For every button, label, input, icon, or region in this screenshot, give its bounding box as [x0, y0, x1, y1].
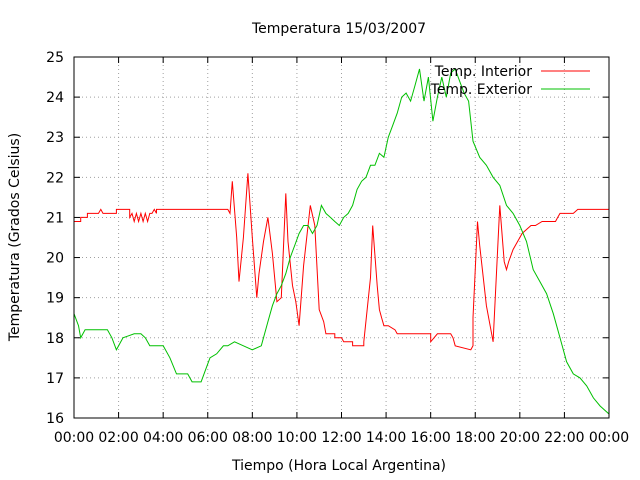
x-tick-label: 02:00	[98, 430, 138, 446]
x-tick-label: 10:00	[277, 430, 317, 446]
series-line-temp-interior	[74, 173, 609, 351]
y-tick-label: 18	[46, 331, 64, 347]
x-tick-label: 18:00	[455, 430, 495, 446]
series-line-temp-exterior	[73, 68, 610, 415]
y-tick-label: 17	[46, 371, 64, 387]
x-tick-label: 08:00	[232, 430, 272, 446]
x-tick-label: 12:00	[321, 430, 361, 446]
y-tick-label: 24	[46, 90, 64, 106]
x-tick-label: 00:00	[589, 430, 629, 446]
y-axis-label: Temperatura (Grados Celsius)	[7, 133, 23, 342]
legend-label: Temp. Exterior	[430, 82, 533, 98]
y-tick-label: 16	[46, 411, 64, 427]
x-tick-label: 20:00	[500, 430, 540, 446]
y-tick-label: 20	[46, 251, 64, 267]
y-tick-label: 23	[46, 130, 64, 146]
grid	[74, 57, 609, 418]
x-tick-label: 06:00	[188, 430, 228, 446]
series-lines	[73, 68, 610, 415]
x-tick-label: 04:00	[143, 430, 183, 446]
x-tick-label: 16:00	[410, 430, 450, 446]
axis-ticks: 00:00 02:00 04:00 06:00 08:00 10:00 12:00 14:00…	[46, 50, 629, 446]
y-tick-label: 22	[46, 170, 64, 186]
legend-label: Temp. Interior	[434, 64, 533, 80]
y-tick-label: 25	[46, 50, 64, 66]
y-tick-label: 19	[46, 291, 64, 307]
x-tick-label: 14:00	[366, 430, 406, 446]
x-axis-label: Tiempo (Hora Local Argentina)	[231, 458, 446, 474]
chart-title: Temperatura 15/03/2007	[251, 21, 426, 37]
x-tick-label: 22:00	[544, 430, 584, 446]
x-tick-label: 00:00	[54, 430, 94, 446]
y-tick-label: 21	[46, 210, 64, 226]
legend: Temp. Interior Temp. Exterior	[430, 64, 590, 98]
